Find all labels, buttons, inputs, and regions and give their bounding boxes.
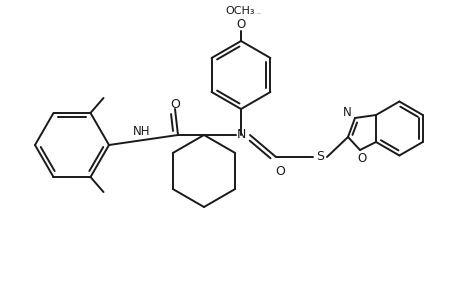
- Text: O: O: [170, 98, 179, 110]
- Text: O: O: [357, 152, 366, 164]
- Text: O: O: [274, 164, 284, 178]
- Text: OCH₃: OCH₃: [225, 6, 254, 16]
- Text: N: N: [236, 128, 245, 140]
- Text: O: O: [236, 17, 245, 31]
- Text: —OCH₃: —OCH₃: [256, 13, 261, 14]
- Text: N: N: [342, 106, 351, 118]
- Text: NH: NH: [133, 124, 150, 137]
- Text: S: S: [315, 149, 323, 163]
